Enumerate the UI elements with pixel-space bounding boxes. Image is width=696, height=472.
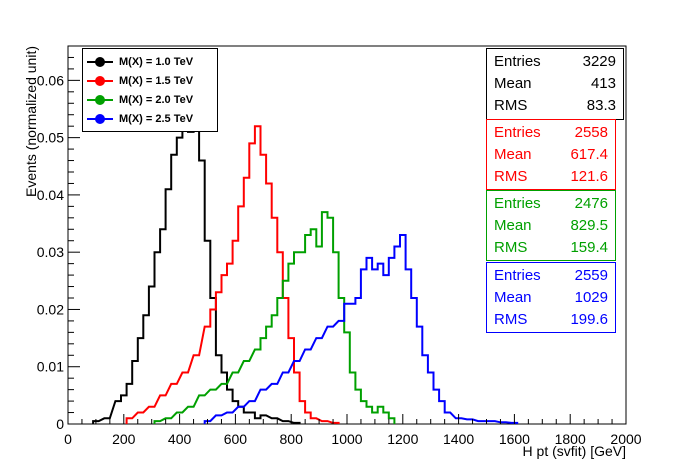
x-tick-label: 1400 xyxy=(443,431,474,447)
stats-mean-value: 413 xyxy=(590,75,616,92)
x-tick-label: 400 xyxy=(168,431,192,447)
legend-item: M(X) = 2.0 TeV xyxy=(87,90,213,109)
stats-entries-value: 2559 xyxy=(574,267,608,284)
stats-box: Entries 2476 Mean 829.5 RMS 159.4 xyxy=(486,190,616,261)
legend-label: M(X) = 1.0 TeV xyxy=(119,55,194,68)
legend-item: M(X) = 2.5 TeV xyxy=(87,109,213,128)
stats-rms-label: RMS xyxy=(494,168,528,185)
stats-entries-label: Entries xyxy=(494,195,541,212)
x-tick-label: 2000 xyxy=(610,431,641,447)
stats-mean-label: Mean xyxy=(494,146,532,163)
stats-entries-label: Entries xyxy=(494,53,541,70)
stats-rms-value: 121.6 xyxy=(570,168,608,185)
legend: M(X) = 1.0 TeV M(X) = 1.5 TeV M(X) = 2.0… xyxy=(82,48,218,132)
legend-item: M(X) = 1.5 TeV xyxy=(87,71,213,90)
legend-marker xyxy=(87,113,113,124)
series-4-histogram xyxy=(203,234,519,424)
legend-item: M(X) = 1.0 TeV xyxy=(87,52,213,71)
stats-box: Entries 2558 Mean 617.4 RMS 121.6 xyxy=(486,119,616,190)
stats-box: Entries 3229 Mean 413 RMS 83.3 xyxy=(486,48,624,120)
legend-marker xyxy=(87,94,113,105)
stats-mean-value: 1029 xyxy=(574,289,608,306)
stats-mean-label: Mean xyxy=(494,289,532,306)
stats-box: Entries 2559 Mean 1029 RMS 199.6 xyxy=(486,262,616,333)
series-3-histogram xyxy=(153,211,396,424)
legend-label: M(X) = 2.5 TeV xyxy=(119,112,194,125)
series-2-histogram xyxy=(125,125,340,424)
y-tick-label: 0.03 xyxy=(37,244,64,260)
legend-label: M(X) = 2.0 TeV xyxy=(119,93,194,106)
y-tick-label: 0.02 xyxy=(37,301,64,317)
x-tick-label: 1200 xyxy=(387,431,418,447)
x-tick-label: 800 xyxy=(280,431,304,447)
stats-rms-value: 83.3 xyxy=(586,97,616,114)
x-tick-label: 200 xyxy=(112,431,136,447)
x-tick-label: 0 xyxy=(64,431,72,447)
stats-rms-label: RMS xyxy=(494,311,528,328)
stats-mean-label: Mean xyxy=(494,217,532,234)
stats-mean-value: 829.5 xyxy=(570,217,608,234)
series-layer xyxy=(92,108,519,424)
stats-rms-value: 199.6 xyxy=(570,311,608,328)
stats-entries-value: 2476 xyxy=(574,195,608,212)
stats-entries-label: Entries xyxy=(494,267,541,284)
axis-layer: 0 200 400 600 800 1000 1200 1400 1600 1800 2000 0 0.… xyxy=(37,56,642,447)
stats-mean-label: Mean xyxy=(494,75,532,92)
y-tick-label: 0.04 xyxy=(37,187,64,203)
stats-rms-label: RMS xyxy=(494,97,528,114)
y-tick-label: 0 xyxy=(56,416,64,432)
y-tick-label: 0.06 xyxy=(37,72,64,88)
stats-mean-value: 617.4 xyxy=(570,146,608,163)
legend-label: M(X) = 1.5 TeV xyxy=(119,74,194,87)
x-tick-label: 1000 xyxy=(331,431,362,447)
legend-marker xyxy=(87,56,113,67)
stats-entries-value: 3229 xyxy=(582,53,616,70)
stats-entries-value: 2558 xyxy=(574,124,608,141)
legend-marker xyxy=(87,75,113,86)
series-1-histogram xyxy=(92,108,301,424)
x-tick-label: 600 xyxy=(224,431,248,447)
x-axis-label: H pt (svfit) [GeV] xyxy=(523,443,626,459)
stats-entries-label: Entries xyxy=(494,124,541,141)
stats-rms-label: RMS xyxy=(494,239,528,256)
y-tick-label: 0.01 xyxy=(37,359,64,375)
y-axis-label: Events (normalized unit) xyxy=(23,46,39,197)
x-tick-label: 1800 xyxy=(555,431,586,447)
stats-rms-value: 159.4 xyxy=(570,239,608,256)
y-tick-label: 0.05 xyxy=(37,130,64,146)
x-tick-label: 1600 xyxy=(499,431,530,447)
